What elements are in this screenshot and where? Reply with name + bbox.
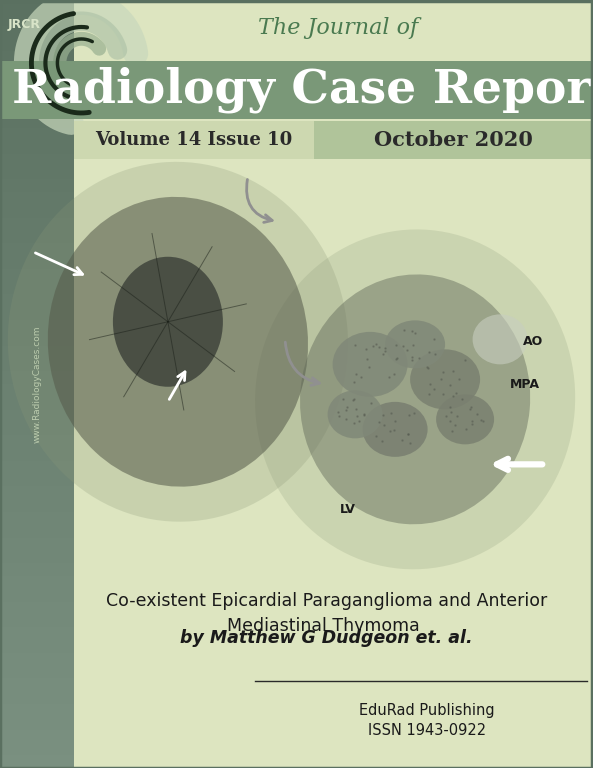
Bar bbox=[0, 38, 74, 51]
Ellipse shape bbox=[436, 394, 494, 445]
Bar bbox=[0, 63, 74, 77]
Bar bbox=[0, 12, 74, 25]
Text: Co-existent Epicardial Paraganglioma and Anterior
Mediastinal Thymoma: Co-existent Epicardial Paraganglioma and… bbox=[106, 592, 547, 635]
Bar bbox=[0, 332, 74, 346]
Bar bbox=[0, 664, 74, 678]
Text: MPA: MPA bbox=[510, 378, 540, 391]
Ellipse shape bbox=[48, 197, 308, 487]
Bar bbox=[0, 0, 74, 13]
Bar bbox=[0, 204, 74, 217]
Bar bbox=[0, 511, 74, 525]
Text: EduRad Publishing
ISSN 1943-0922: EduRad Publishing ISSN 1943-0922 bbox=[359, 703, 495, 737]
Bar bbox=[0, 409, 74, 422]
Bar bbox=[0, 716, 74, 730]
Bar bbox=[0, 472, 74, 486]
Ellipse shape bbox=[300, 274, 530, 525]
Text: October 2020: October 2020 bbox=[374, 130, 533, 150]
Text: The Journal of: The Journal of bbox=[258, 17, 418, 39]
Bar bbox=[0, 396, 74, 409]
Bar bbox=[0, 293, 74, 307]
Bar bbox=[0, 460, 74, 474]
Ellipse shape bbox=[113, 257, 223, 387]
Bar bbox=[0, 562, 74, 576]
Bar bbox=[0, 575, 74, 589]
Text: Radiology Case Reports: Radiology Case Reports bbox=[12, 67, 593, 114]
Bar bbox=[0, 114, 74, 128]
Ellipse shape bbox=[333, 332, 407, 397]
Bar bbox=[0, 549, 74, 563]
Bar bbox=[0, 357, 74, 371]
Text: by Matthew G Dudgeon et. al.: by Matthew G Dudgeon et. al. bbox=[180, 630, 473, 647]
Bar bbox=[0, 383, 74, 397]
Bar bbox=[0, 101, 74, 115]
Bar bbox=[0, 447, 74, 461]
Bar bbox=[0, 741, 74, 755]
Bar bbox=[0, 485, 74, 499]
Ellipse shape bbox=[473, 314, 528, 364]
Bar bbox=[0, 537, 74, 551]
Bar bbox=[0, 153, 74, 167]
Text: JRCR: JRCR bbox=[8, 18, 41, 31]
Bar bbox=[0, 127, 74, 141]
Bar bbox=[74, 121, 314, 159]
Ellipse shape bbox=[410, 349, 480, 409]
Ellipse shape bbox=[327, 390, 382, 439]
Bar bbox=[0, 191, 74, 205]
Bar bbox=[0, 754, 74, 768]
Bar bbox=[0, 677, 74, 691]
Bar bbox=[0, 255, 74, 269]
Bar bbox=[0, 306, 74, 320]
Bar bbox=[0, 703, 74, 717]
Bar bbox=[0, 524, 74, 538]
Bar bbox=[0, 61, 593, 119]
Text: AO: AO bbox=[523, 335, 543, 348]
Bar bbox=[0, 76, 74, 90]
Text: www.RadiologyCases.com: www.RadiologyCases.com bbox=[33, 326, 42, 442]
Bar bbox=[0, 729, 74, 743]
Bar bbox=[0, 601, 74, 614]
Bar bbox=[0, 230, 74, 243]
Bar bbox=[0, 242, 74, 256]
Bar bbox=[0, 614, 74, 627]
Bar bbox=[0, 140, 74, 154]
Bar bbox=[0, 268, 74, 282]
Bar bbox=[0, 690, 74, 704]
Bar bbox=[0, 319, 74, 333]
Ellipse shape bbox=[8, 162, 348, 521]
Bar bbox=[0, 588, 74, 601]
Bar bbox=[0, 626, 74, 640]
Bar bbox=[0, 345, 74, 359]
Bar bbox=[0, 50, 74, 64]
Bar bbox=[0, 434, 74, 448]
Bar bbox=[0, 422, 74, 435]
Bar bbox=[0, 217, 74, 230]
Text: Volume 14 Issue 10: Volume 14 Issue 10 bbox=[95, 131, 293, 149]
Ellipse shape bbox=[385, 320, 445, 369]
Bar bbox=[0, 280, 74, 294]
Bar bbox=[0, 498, 74, 512]
Bar bbox=[0, 652, 74, 666]
Bar bbox=[314, 121, 593, 159]
Bar bbox=[0, 165, 74, 179]
Bar bbox=[0, 178, 74, 192]
Ellipse shape bbox=[362, 402, 428, 457]
Ellipse shape bbox=[255, 230, 575, 569]
Bar bbox=[0, 88, 74, 102]
Bar bbox=[0, 639, 74, 653]
Text: LV: LV bbox=[340, 503, 356, 516]
Bar bbox=[0, 25, 74, 38]
Bar bbox=[0, 370, 74, 384]
